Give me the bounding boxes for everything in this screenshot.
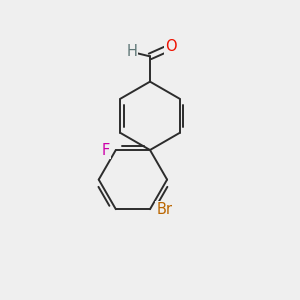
Text: H: H: [126, 44, 137, 59]
Text: Br: Br: [156, 202, 172, 217]
Text: F: F: [101, 142, 110, 158]
Text: O: O: [166, 39, 177, 54]
